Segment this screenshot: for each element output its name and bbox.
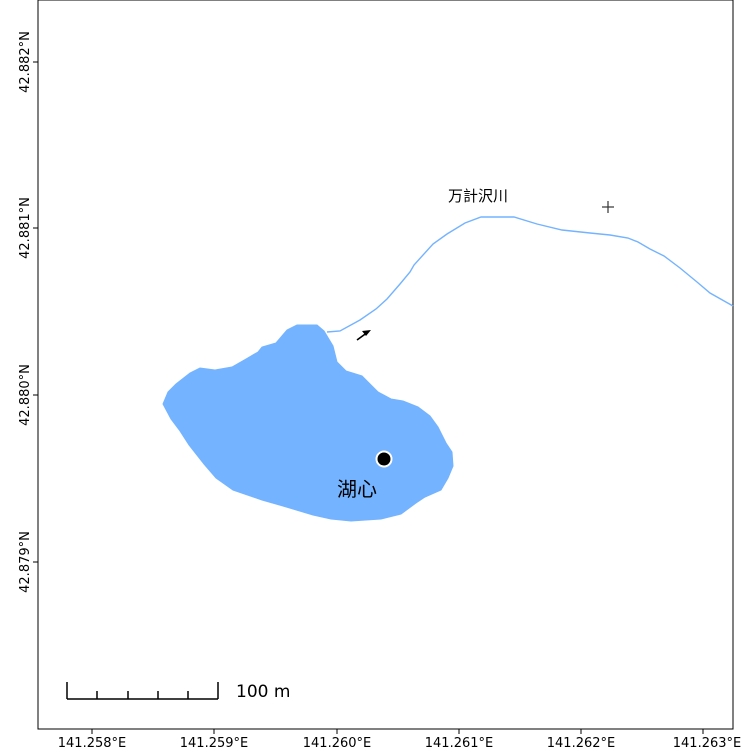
lon-tick-label: 141.262°E [547, 736, 615, 750]
lake-polygon [162, 324, 454, 522]
river-line [326, 216, 734, 333]
lon-tick-label: 141.260°E [303, 736, 371, 750]
plus-icon [602, 201, 614, 213]
lat-tick-label: 42.879°N [18, 531, 33, 593]
river-name-label: 万計沢川 [448, 187, 508, 205]
lat-tick-label: 42.880°N [18, 364, 33, 426]
scale-bar-label: 100 m [236, 682, 290, 702]
lat-axis [33, 61, 38, 563]
arrow-up-right-icon [356, 330, 371, 341]
lake-center-label: 湖心 [337, 477, 377, 501]
lat-tick-label: 42.882°N [18, 31, 33, 93]
lon-tick-label: 141.261°E [425, 736, 493, 750]
filled-circle-icon[interactable] [375, 450, 393, 468]
map-frame [37, 0, 734, 730]
lon-tick-label: 141.259°E [180, 736, 248, 750]
lon-axis [91, 729, 704, 734]
scale-bar [66, 682, 219, 700]
lon-tick-label: 141.263°E [673, 736, 741, 750]
lat-tick-label: 42.881°N [18, 197, 33, 259]
lon-tick-label: 141.258°E [58, 736, 126, 750]
